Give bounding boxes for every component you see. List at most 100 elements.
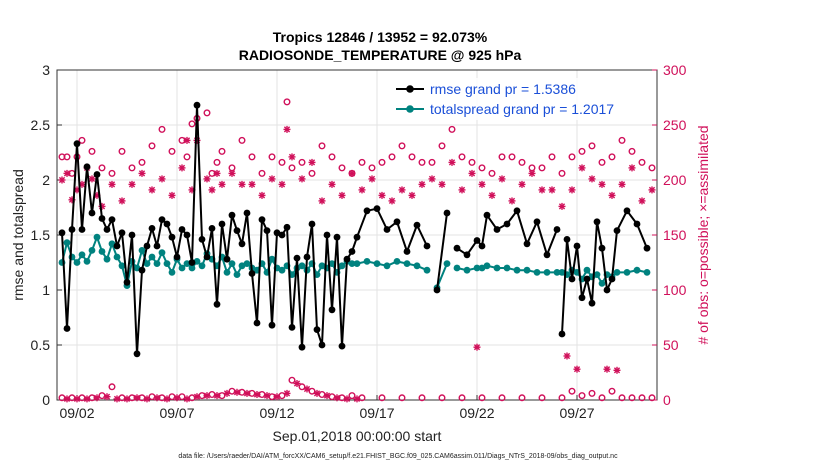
asterisk-stroke [408, 192, 416, 199]
totalspread-point [423, 266, 431, 274]
obs-possible-marker [408, 153, 416, 161]
rmse-point [568, 275, 576, 283]
rmse-point [338, 342, 346, 350]
obs-possible-marker [618, 394, 626, 402]
rmse-point [593, 218, 601, 226]
obs-assimilated-marker [473, 343, 481, 351]
y-axis-label: rmse and totalspread [10, 169, 26, 301]
x-tick-label: 09/12 [259, 405, 294, 421]
rmse-point [403, 248, 411, 255]
asterisk-stroke [228, 170, 236, 177]
obs-possible-marker [358, 394, 366, 402]
y-right-tick-label: 200 [663, 172, 687, 188]
asterisk-stroke [268, 175, 276, 182]
asterisk-stroke [158, 175, 166, 182]
totalspread-point [443, 260, 451, 267]
obs-possible-marker [438, 142, 446, 150]
obs-assimilated-marker [183, 136, 191, 144]
asterisk-stroke [448, 159, 456, 166]
asterisk-stroke [83, 395, 91, 402]
y-right-tick-label: 100 [663, 282, 687, 298]
asterisk-stroke [178, 164, 186, 171]
obs-possible-marker [418, 158, 426, 166]
obs-assimilated-marker [348, 169, 356, 177]
obs-possible-marker [648, 394, 656, 402]
obs-assimilated-marker [148, 186, 156, 194]
rmse-point [353, 233, 361, 241]
obs-assimilated-marker [598, 180, 606, 188]
obs-assimilated-marker [588, 175, 596, 183]
x-ticks: 09/02 09/07 09/12 09/17 09/22 09/27 [59, 395, 595, 421]
obs-possible-marker [88, 147, 96, 155]
asterisk-stroke [328, 181, 336, 188]
obs-assimilated-marker [248, 180, 256, 188]
rmse-point [213, 300, 221, 308]
asterisk-stroke [353, 395, 361, 402]
totalspread-point [188, 264, 196, 272]
y-right-ticks: 0 50 100 150 200 250 300 [652, 62, 687, 408]
rmse-point [93, 171, 101, 178]
obs-assimilated-marker [243, 389, 251, 397]
rmse-point [543, 251, 551, 259]
asterisk-stroke [63, 395, 71, 402]
rmse-point [423, 242, 431, 250]
obs-assimilated-marker [228, 169, 236, 177]
rmse-point [578, 294, 586, 302]
totalspread-point [373, 260, 381, 267]
asterisk-stroke [398, 186, 406, 193]
asterisk-stroke [253, 391, 261, 398]
totalspread-point [268, 255, 276, 263]
obs-possible-marker [478, 164, 486, 172]
obs-assimilated-marker [163, 395, 171, 403]
rmse-point [373, 205, 381, 213]
asterisk-stroke [628, 164, 636, 171]
obs-assimilated-marker [358, 186, 366, 194]
asterisk-stroke [153, 394, 161, 401]
obs-possible-marker [338, 164, 346, 172]
asterisk-stroke [538, 186, 546, 193]
rmse-point [473, 237, 481, 244]
rmse-point [553, 226, 561, 233]
totalspread-point [328, 260, 336, 267]
rmse-point [118, 229, 126, 237]
rmse-point [283, 223, 291, 231]
totalspread-point [503, 264, 511, 272]
obs-possible-marker [438, 394, 446, 402]
rmse-point [168, 233, 176, 241]
asterisk-stroke [508, 197, 516, 204]
obs-possible-marker [98, 164, 106, 172]
obs-assimilated-marker [233, 388, 241, 396]
obs-possible-marker [308, 169, 316, 177]
obs-assimilated-marker [213, 392, 221, 400]
obs-possible-marker [188, 120, 196, 128]
obs-assimilated-marker [138, 169, 146, 177]
obs-assimilated-marker [573, 365, 581, 373]
obs-possible-marker [568, 153, 576, 161]
rmse-point [78, 226, 86, 233]
rmse-point [193, 101, 201, 109]
obs-assimilated-marker [273, 393, 281, 401]
rmse-point [173, 253, 181, 261]
obs-assimilated-marker [128, 180, 136, 188]
obs-assimilated-marker [468, 169, 476, 177]
obs-assimilated-marker [73, 395, 81, 403]
obs-possible-marker [398, 142, 406, 150]
obs-assimilated-marker [133, 394, 141, 402]
totalspread-point [163, 260, 171, 267]
rmse-point [558, 330, 566, 338]
rmse-point [58, 229, 66, 237]
asterisk-stroke [203, 175, 211, 182]
asterisk-stroke [588, 175, 596, 182]
totalspread-point [143, 260, 151, 267]
obs-assimilated-marker [283, 389, 291, 397]
asterisk-stroke [598, 181, 606, 188]
totalspread-point [118, 262, 126, 270]
rmse-point [288, 324, 296, 331]
asterisk-stroke [473, 344, 481, 351]
obs-assimilated-marker [388, 197, 396, 205]
obs-possible-marker [468, 158, 476, 166]
obs-assimilated-marker [153, 394, 161, 402]
totalspread-point [338, 262, 346, 270]
totalspread-point [613, 269, 621, 276]
obs-possible-marker [578, 147, 586, 155]
